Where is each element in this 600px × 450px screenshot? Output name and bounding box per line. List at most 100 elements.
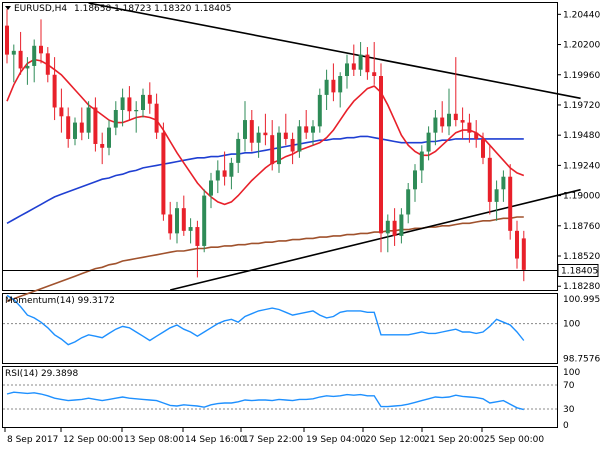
candle-body — [406, 189, 411, 215]
rsi-line — [6, 391, 524, 411]
candle-body — [154, 103, 159, 133]
candle-body — [222, 170, 227, 177]
candle-body — [168, 214, 173, 234]
candle-body — [141, 94, 145, 110]
dropdown-triangle-icon[interactable] — [5, 6, 11, 10]
price-tick-label: 1.18520 — [563, 252, 600, 262]
current-price-box — [557, 263, 599, 277]
candle-body — [263, 132, 268, 136]
candle-body — [45, 53, 50, 75]
rsi-tick-label: 100 — [563, 368, 580, 378]
candle-body — [100, 143, 105, 148]
ohlc-values: 1.18658 1.18723 1.18320 1.18405 — [74, 4, 231, 14]
candle-body — [66, 116, 71, 139]
rsi-indicator: 100 70 30 0 — [3, 368, 580, 431]
price-tick-label: 1.19000 — [563, 192, 600, 202]
moving-averages — [6, 58, 525, 303]
candle-body — [453, 113, 458, 121]
candle-body — [345, 63, 349, 77]
momentum-tick-label: 100 — [563, 320, 580, 330]
candle-body — [134, 109, 139, 112]
candle-body — [73, 122, 77, 139]
candle-body — [25, 65, 30, 69]
candle-body — [440, 117, 445, 127]
time-tick-label: 8 Sep 2017 — [7, 435, 58, 445]
momentum-indicator: 100.9958 100 98.7576 — [3, 294, 600, 365]
candle-body — [277, 132, 281, 165]
candle-body — [270, 135, 275, 165]
candle-body — [59, 107, 64, 117]
time-tick-label: 19 Sep 04:00 — [306, 435, 366, 445]
candle-body — [52, 74, 57, 108]
price-axis: 1.20440 1.20200 1.19960 1.19720 1.19480 1.192… — [557, 10, 600, 292]
candle-body — [399, 214, 404, 236]
candle-body — [256, 132, 261, 143]
candle-body — [460, 120, 465, 123]
candle-body — [11, 50, 16, 55]
candle-body — [331, 79, 336, 93]
candles — [5, 9, 526, 282]
time-tick-label: 13 Sep 08:00 — [124, 435, 184, 445]
candle-body — [175, 208, 179, 234]
time-tick-label: 21 Sep 20:00 — [424, 435, 484, 445]
candle-body — [5, 25, 9, 55]
candle-body — [161, 132, 166, 215]
rsi-panel-frame — [2, 366, 558, 428]
current-price-level: 1.18405 — [3, 263, 599, 277]
candle-body — [127, 97, 132, 112]
price-tick-label: 1.18760 — [563, 222, 600, 232]
candle-body — [508, 176, 513, 231]
candle-body — [188, 227, 193, 231]
candle-body — [215, 170, 220, 181]
sma-slow-line — [6, 216, 524, 303]
candle-body — [209, 180, 213, 196]
candle-body — [243, 120, 247, 139]
momentum-panel-frame — [2, 293, 558, 364]
price-tick-label: 1.20440 — [563, 10, 600, 20]
time-axis: 8 Sep 2017 12 Sep 00:00 13 Sep 08:00 14 Sep… — [4, 428, 544, 445]
time-tick-label: 25 Sep 00:00 — [484, 435, 544, 445]
momentum-tick-label: 100.9958 — [563, 295, 600, 305]
price-tick-label: 1.19480 — [563, 131, 600, 141]
candle-body — [86, 107, 91, 133]
candle-body — [93, 107, 98, 144]
sma-mid-line — [6, 135, 524, 224]
price-panel-frame — [2, 2, 558, 291]
candle-body — [113, 109, 118, 128]
candle-body — [413, 170, 417, 190]
candle-body — [304, 126, 309, 133]
candle-body — [317, 94, 322, 127]
symbol-timeframe: EURUSD,H4 — [14, 4, 67, 14]
candle-body — [324, 79, 329, 95]
price-tick-label: 1.19240 — [563, 161, 600, 171]
candle-body — [107, 127, 111, 148]
price-tick-label: 1.20200 — [563, 41, 600, 51]
candle-body — [494, 189, 499, 202]
candle-body — [147, 94, 152, 104]
candle-body — [311, 126, 315, 133]
trendline-support — [170, 188, 581, 291]
rsi-tick-label: 30 — [563, 405, 575, 415]
current-price-label: 1.18405 — [561, 266, 598, 276]
candle-body — [501, 176, 506, 190]
sma-fast-line — [6, 58, 525, 206]
chart-header: EURUSD,H4 1.18658 1.18723 1.18320 1.1840… — [5, 4, 231, 14]
candle-body — [474, 132, 479, 139]
candle-body — [32, 45, 37, 66]
candle-body — [297, 126, 302, 152]
momentum-label: Momentum(14) 99.3172 — [5, 296, 115, 306]
candle-body — [365, 54, 370, 73]
candle-body — [521, 238, 526, 270]
momentum-tick-label: 98.7576 — [563, 355, 600, 365]
candle-body — [419, 151, 424, 171]
candle-body — [515, 230, 519, 259]
rsi-label: RSI(14) 29.3898 — [5, 369, 78, 379]
candle-body — [379, 76, 383, 234]
candle-body — [338, 76, 343, 93]
price-tick-label: 1.19720 — [563, 101, 600, 111]
candle-body — [385, 220, 390, 234]
time-tick-label: 12 Sep 00:00 — [63, 435, 123, 445]
trendline-resistance — [88, 2, 581, 100]
candle-body — [433, 117, 438, 133]
